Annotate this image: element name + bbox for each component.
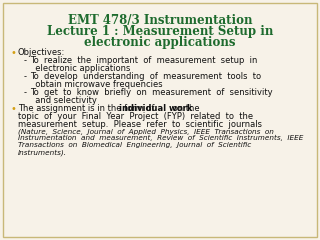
Text: -: -: [24, 56, 27, 65]
Text: To  realize  the  important  of  measurement  setup  in: To realize the important of measurement …: [30, 56, 257, 65]
Text: Transactions  on  Biomedical  Engineering,  Journal  of  Scientific: Transactions on Biomedical Engineering, …: [18, 142, 251, 148]
Text: Objectives:: Objectives:: [18, 48, 65, 57]
Text: EMT 478/3 Instrumentation: EMT 478/3 Instrumentation: [68, 14, 252, 27]
Text: and selectivity: and selectivity: [30, 96, 97, 105]
Text: Lecture 1 : Measurement Setup in: Lecture 1 : Measurement Setup in: [47, 25, 273, 38]
Text: •: •: [10, 104, 16, 114]
Text: measurement  setup.  Please  refer  to  scientific  journals: measurement setup. Please refer to scien…: [18, 120, 262, 129]
Text: electronic applications: electronic applications: [30, 64, 130, 73]
Text: electronic applications: electronic applications: [84, 36, 236, 49]
Text: To  develop  understanding  of  measurement  tools  to: To develop understanding of measurement …: [30, 72, 261, 81]
Text: Instruments).: Instruments).: [18, 149, 67, 156]
Text: To  get  to  know  briefly  on  measurement  of  sensitivity: To get to know briefly on measurement of…: [30, 88, 273, 97]
Text: obtain microwave frequencies: obtain microwave frequencies: [30, 80, 163, 89]
Text: Instrumentation  and  measurement,  Review  of  Scientific  Instruments,  IEEE: Instrumentation and measurement, Review …: [18, 135, 303, 141]
Text: topic  of  your  Final  Year  Project  (FYP)  related  to  the: topic of your Final Year Project (FYP) r…: [18, 112, 253, 121]
Text: on the: on the: [170, 104, 199, 113]
Text: -: -: [24, 72, 27, 81]
Text: -: -: [24, 88, 27, 97]
Text: •: •: [10, 48, 16, 58]
FancyBboxPatch shape: [3, 3, 317, 237]
Text: The assignment is in the form of: The assignment is in the form of: [18, 104, 157, 113]
Text: individual work: individual work: [119, 104, 192, 113]
Text: (Nature,  Science,  Journal  of  Applied  Physics,  IEEE  Transactions  on: (Nature, Science, Journal of Applied Phy…: [18, 128, 274, 135]
